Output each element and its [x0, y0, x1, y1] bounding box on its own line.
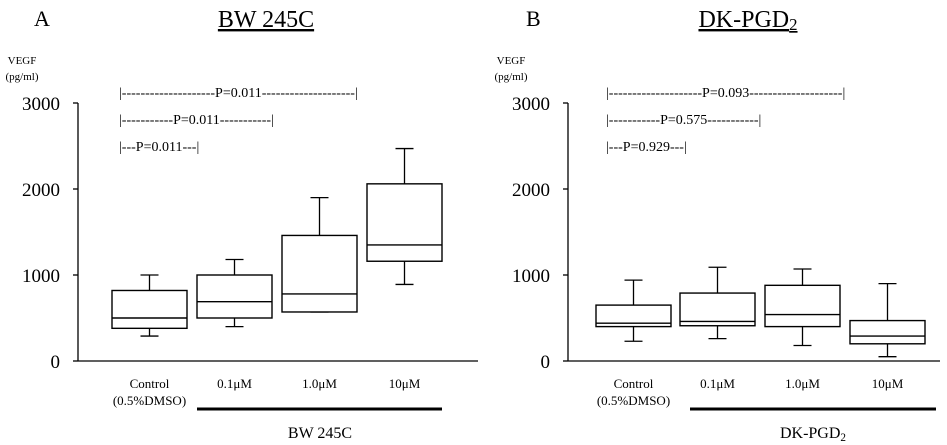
box-iqr — [196, 274, 273, 319]
panel-title: DK-PGD2 — [698, 7, 797, 34]
y-axis-label: VEGF — [497, 55, 526, 67]
panel-title: BW 245C — [218, 7, 314, 33]
chart-panel-a: A BW 245C VEGF (pg/ml) 0 1000 2000 3000 Control (… — [6, 6, 478, 442]
box-iqr — [679, 292, 756, 327]
box-iqr — [849, 319, 926, 345]
box-plot-3 — [281, 196, 358, 313]
x-category-label: 10μM — [389, 376, 421, 391]
y-tick-label: 1000 — [512, 266, 550, 287]
box-iqr — [111, 289, 188, 330]
p-value-comparison: |--------------------P=0.093------------… — [606, 86, 845, 101]
y-axis-label: VEGF — [8, 55, 37, 67]
box-plot-1 — [111, 274, 188, 337]
box-plot-4 — [849, 282, 926, 358]
box-iqr — [366, 183, 443, 262]
p-value-comparison: |---P=0.011---| — [119, 140, 199, 155]
p-value-comparison: |--------------------P=0.011------------… — [119, 86, 358, 101]
x-category-label: Control — [130, 376, 170, 391]
treatment-label: BW 245C — [288, 425, 352, 442]
y-tick-label: 0 — [51, 352, 61, 373]
chart-panel-b: B DK-PGD2 VEGF (pg/ml) 0 1000 2000 3000 Control (… — [495, 6, 940, 444]
y-tick-label: 1000 — [22, 266, 60, 287]
box-iqr — [281, 234, 358, 313]
x-category-label: 0.1μM — [217, 376, 252, 391]
y-tick-label: 3000 — [512, 94, 550, 115]
box-iqr — [595, 304, 672, 328]
box-plot-3 — [764, 268, 841, 347]
y-tick-label: 3000 — [22, 94, 60, 115]
x-category-sublabel: (0.5%DMSO) — [597, 393, 670, 408]
y-axis-unit: (pg/ml) — [6, 71, 39, 83]
y-tick-label: 2000 — [512, 180, 550, 201]
panel-letter: B — [526, 6, 541, 31]
y-tick-label: 2000 — [22, 180, 60, 201]
box-iqr — [764, 284, 841, 328]
box-plot-4 — [366, 147, 443, 286]
box-plot-1 — [595, 279, 672, 342]
x-category-label: 0.1μM — [700, 376, 735, 391]
x-category-label: 1.0μM — [302, 376, 337, 391]
treatment-label: DK-PGD2 — [780, 425, 846, 444]
p-value-comparison: |-----------P=0.575-----------| — [606, 113, 761, 128]
x-category-sublabel: (0.5%DMSO) — [113, 393, 186, 408]
y-tick-label: 0 — [541, 352, 551, 373]
x-category-label: Control — [614, 376, 654, 391]
x-category-label: 1.0μM — [785, 376, 820, 391]
panel-letter: A — [34, 6, 50, 31]
y-axis-unit: (pg/ml) — [495, 71, 528, 83]
box-plot-2 — [196, 258, 273, 328]
p-value-comparison: |-----------P=0.011-----------| — [119, 113, 274, 128]
x-category-label: 10μM — [872, 376, 904, 391]
box-plot-2 — [679, 266, 756, 340]
p-value-comparison: |---P=0.929---| — [606, 140, 687, 155]
